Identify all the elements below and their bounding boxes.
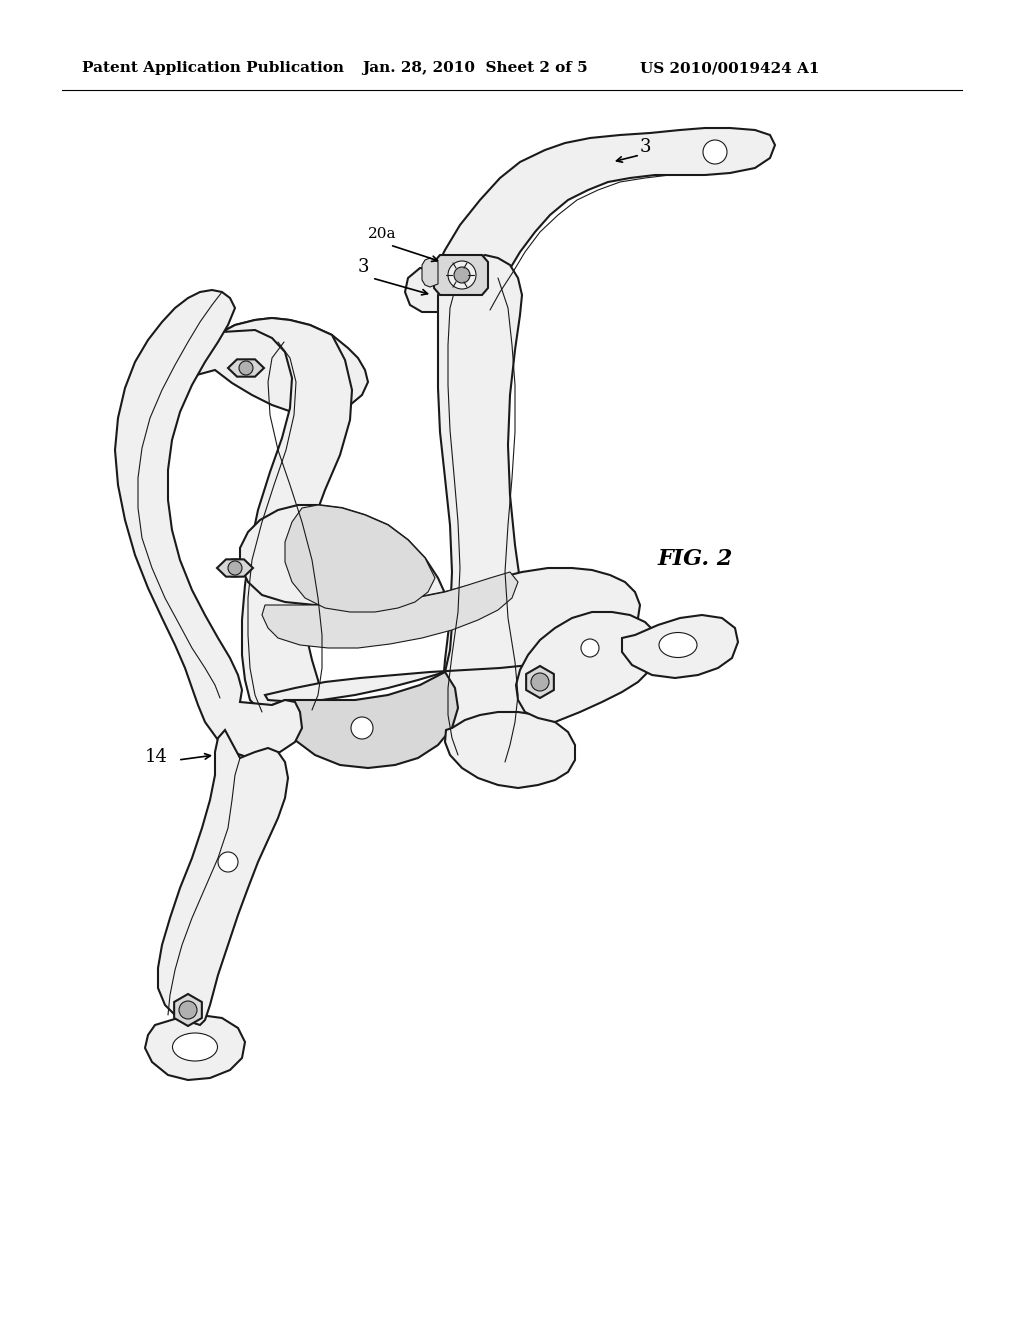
Polygon shape <box>158 730 288 1026</box>
Text: 14: 14 <box>145 748 168 766</box>
Polygon shape <box>222 318 352 718</box>
Ellipse shape <box>659 632 697 657</box>
Polygon shape <box>217 560 253 577</box>
Polygon shape <box>438 255 530 768</box>
Text: Jan. 28, 2010  Sheet 2 of 5: Jan. 28, 2010 Sheet 2 of 5 <box>362 61 588 75</box>
Polygon shape <box>178 318 368 414</box>
Text: 20a: 20a <box>368 227 396 242</box>
Circle shape <box>228 561 242 576</box>
Polygon shape <box>262 572 518 648</box>
Circle shape <box>454 267 470 282</box>
Polygon shape <box>422 257 438 286</box>
Polygon shape <box>435 128 775 310</box>
Polygon shape <box>434 255 488 294</box>
Circle shape <box>218 851 238 873</box>
Text: 3: 3 <box>358 257 370 276</box>
Circle shape <box>531 673 549 690</box>
Circle shape <box>703 140 727 164</box>
Ellipse shape <box>172 1034 217 1061</box>
Polygon shape <box>240 506 640 702</box>
Polygon shape <box>174 994 202 1026</box>
Polygon shape <box>115 290 302 758</box>
Polygon shape <box>228 359 264 376</box>
Text: 3: 3 <box>640 139 651 156</box>
Polygon shape <box>516 612 660 722</box>
Circle shape <box>179 1001 197 1019</box>
Circle shape <box>449 261 476 289</box>
Circle shape <box>351 717 373 739</box>
Polygon shape <box>406 268 455 312</box>
Polygon shape <box>272 672 458 768</box>
Polygon shape <box>285 506 435 612</box>
Polygon shape <box>445 711 575 788</box>
Polygon shape <box>145 1015 245 1080</box>
Polygon shape <box>622 615 738 678</box>
Text: US 2010/0019424 A1: US 2010/0019424 A1 <box>640 61 819 75</box>
Text: FIG. 2: FIG. 2 <box>658 548 733 570</box>
Text: Patent Application Publication: Patent Application Publication <box>82 61 344 75</box>
Circle shape <box>239 360 253 375</box>
Ellipse shape <box>220 558 250 577</box>
Polygon shape <box>526 667 554 698</box>
Circle shape <box>581 639 599 657</box>
